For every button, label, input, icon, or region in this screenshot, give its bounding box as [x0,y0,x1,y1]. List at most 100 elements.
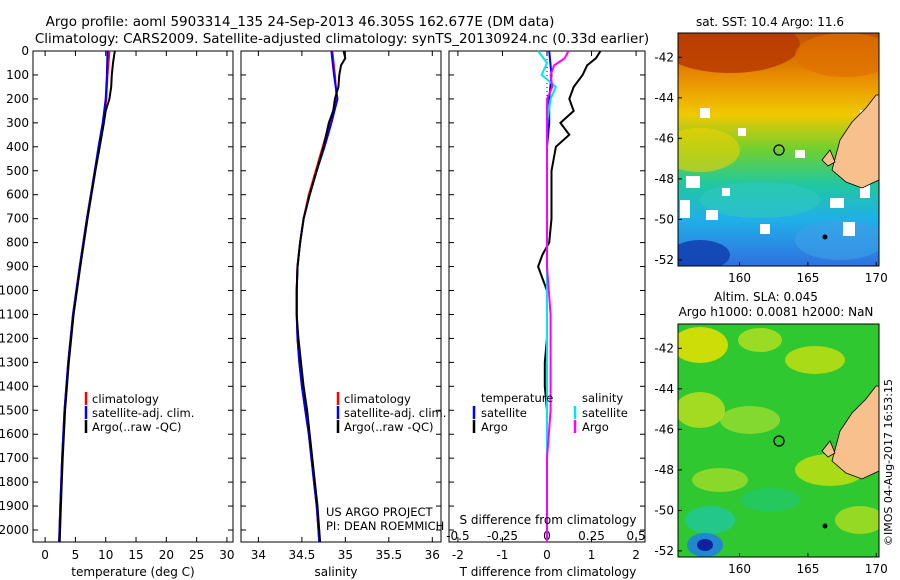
sla-map-image [678,324,879,557]
figure-title-line1: Argo profile: aoml 5903314_135 24-Sep-20… [46,14,555,30]
temperature-axes-box [32,50,234,543]
legend-label-s-satellite: satellite [582,406,628,420]
legend-label-argo: Argo(..raw -QC) [344,420,434,434]
y-tick-label: 1600 [0,427,29,441]
x-tick-label: 0 [41,548,49,562]
y-tick-label: 1400 [0,379,29,393]
legend-label-t-argo: Argo [481,420,508,434]
legend-label-s-argo: Argo [582,420,609,434]
sst-map-panel: sat. SST: 10.4 Argo: 11.6 160 165 170-4 [654,15,887,285]
s-tick-label: 0.25 [578,529,605,543]
map-y-tick-label: -52 [654,253,674,267]
map-y-tick-label: -48 [654,463,674,477]
x-tick-label: -2 [452,548,464,562]
map-x-tick-label: 160 [728,271,751,285]
temperature-ticks: 0 5 10 15 20 25 300100200300400500600700800900… [0,44,235,562]
map-y-tick-label: -50 [654,212,674,226]
legend-label-satellite: satellite-adj. clim. [92,406,194,420]
x-tick-label: 35.5 [375,548,402,562]
x-tick-label: 2 [632,548,640,562]
y-tick-label: 1100 [0,307,29,321]
sst-map-frame [677,32,880,267]
figure-title-line2: Climatology: CARS2009. Satellite-adjuste… [35,31,649,47]
legend-label-argo: Argo(..raw -QC) [92,420,182,434]
temperature-panel: 0 5 10 15 20 25 300100200300400500600700800900… [0,44,235,579]
y-tick-label: 100 [6,68,29,82]
map-x-tick-label: 170 [865,271,888,285]
temperature-legend: climatology satellite-adj. clim. Argo(..… [84,392,194,434]
map-x-tick-label: 165 [796,562,819,576]
y-tick-label: 900 [6,260,29,274]
x-tick-label: 1 [588,548,596,562]
map-y-tick-label: -46 [654,422,674,436]
y-tick-label: 1000 [0,284,29,298]
s-tick-label: -0.25 [487,529,518,543]
map-y-tick-label: -42 [654,50,674,64]
salinity-lines [295,50,347,543]
sla-map-title-line2: Argo h1000: 0.0081 h2000: NaN [679,305,874,319]
sst-map-image [678,33,879,266]
copyright-watermark: ©IMOS 04-Aug-2017 16:53:15 [882,379,895,546]
sla-map-panel: Altim. SLA: 0.045 Argo h1000: 0.0081 h20… [654,290,887,576]
x-tick-label: 35 [338,548,353,562]
salinity-panel: 34 34.5 35 35.5 36 salinity climatology sate… [240,50,446,579]
y-tick-label: 1200 [0,331,29,345]
sst-map-title: sat. SST: 10.4 Argo: 11.6 [696,15,844,29]
y-tick-label: 1900 [0,499,29,513]
y-tick-label: 200 [6,92,29,106]
legend-label-satellite: satellite-adj. clim. [344,406,446,420]
difference-lines [537,50,602,542]
legend-label-climatology: climatology [344,392,411,406]
y-tick-label: 1800 [0,475,29,489]
legend-header-salinity: salinity [582,391,623,405]
y-tick-label: 400 [6,140,29,154]
y-tick-label: 600 [6,188,29,202]
temperature-xlabel: temperature (deg C) [71,565,194,579]
map-x-tick-label: 170 [865,562,888,576]
s-tick-label: 0.5 [627,529,646,543]
sla-map-frame [677,323,880,558]
salinity-ticks: 34 34.5 35 35.5 36 [241,50,441,562]
map-y-tick-label: -48 [654,172,674,186]
y-tick-label: 0 [21,44,29,58]
map-x-tick-label: 160 [728,562,751,576]
y-tick-label: 800 [6,236,29,250]
series-line-satelliteadjclim [58,50,109,543]
y-tick-label: 500 [6,164,29,178]
difference-xlabel-top: S difference from climatology [460,513,637,527]
series-line-satelliteadjclim [295,50,339,543]
sla-map-ticks: 160 165 170 -42 -44 -46 -48 -50 -52 [654,341,887,576]
salinity-xlabel: salinity [314,565,357,579]
temperature-lines [58,50,116,543]
sla-land-mass [831,385,879,480]
x-tick-label: 0 [543,548,551,562]
y-tick-label: 1700 [0,451,29,465]
series-line-argo-3 [546,50,570,542]
map-y-tick-label: -50 [654,503,674,517]
difference-legend: temperature salinity satellite Argo sate… [472,391,628,434]
map-y-tick-label: -46 [654,131,674,145]
map-x-tick-label: 165 [796,271,819,285]
sst-map-ticks: 160 165 170 -42 -44 -46 -48 -50 -52 [654,50,887,285]
x-tick-label: 36 [425,548,440,562]
map-y-tick-label: -44 [654,91,674,105]
x-tick-label: 10 [98,548,113,562]
y-tick-label: 700 [6,212,29,226]
x-tick-label: 34.5 [289,548,316,562]
project-annotation-line2: PI: DEAN ROEMMICH [326,519,444,533]
y-tick-label: 2000 [0,523,29,537]
x-tick-label: 5 [72,548,80,562]
difference-xlabel: T difference from climatology [459,565,637,579]
x-tick-label: 34 [251,548,266,562]
legend-header-temperature: temperature [481,391,553,405]
map-y-tick-label: -42 [654,341,674,355]
series-line-argorawqc [58,50,116,543]
x-tick-label: 20 [159,548,174,562]
map-y-tick-label: -52 [654,544,674,558]
x-tick-label: 30 [219,548,234,562]
salinity-legend: climatology satellite-adj. clim. Argo(..… [336,392,446,434]
sst-float-marker [773,144,785,156]
sla-float-marker [773,435,785,447]
